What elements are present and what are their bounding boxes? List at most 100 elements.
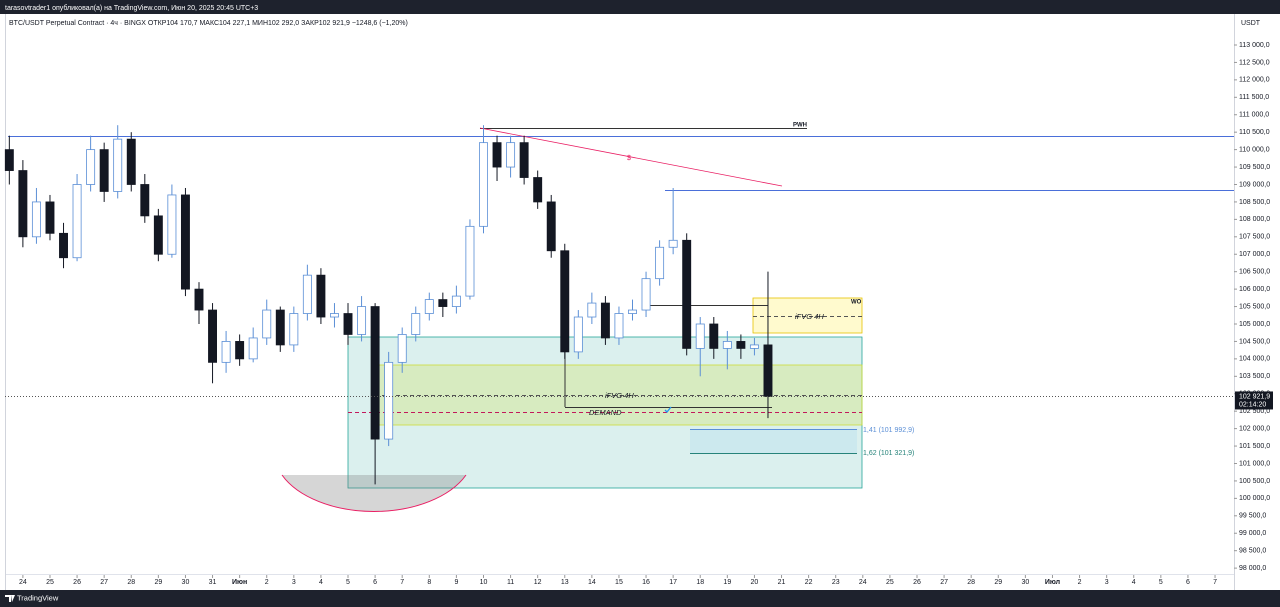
candle-body <box>289 313 299 346</box>
x-tick-label: 29 <box>154 579 162 586</box>
candle-body <box>31 201 41 238</box>
y-tick-label: 107 000,0 <box>1239 251 1270 258</box>
candle-body <box>600 302 610 339</box>
x-tick-label: 26 <box>913 579 921 586</box>
x-tick-label: 2 <box>265 579 269 586</box>
x-tick-label: 17 <box>669 579 677 586</box>
x-tick-label: 24 <box>859 579 867 586</box>
x-tick-label: 25 <box>46 579 54 586</box>
fib-label: 1,62 (101 321,9) <box>863 450 914 457</box>
arc-line <box>281 474 467 512</box>
candle-body <box>519 142 529 178</box>
candle-body <box>86 149 96 185</box>
fib-zone <box>690 429 857 453</box>
y-tick-label: 102 000,0 <box>1239 425 1270 432</box>
last-price-label: 102 921,9 <box>1239 393 1270 400</box>
candle-body <box>4 149 14 171</box>
candle-body <box>180 194 190 290</box>
brand: TradingView <box>17 593 59 602</box>
candle-body <box>722 341 732 349</box>
x-tick-label: 9 <box>454 579 458 586</box>
y-tick-label: 101 000,0 <box>1239 460 1270 467</box>
candle-body <box>763 344 773 397</box>
candle-body <box>411 313 421 335</box>
x-tick-label: 2 <box>1078 579 1082 586</box>
fib-label: 1,41 (101 992,9) <box>863 427 914 434</box>
x-tick-label: 8 <box>427 579 431 586</box>
x-tick-label: 30 <box>1021 579 1029 586</box>
top-bar <box>0 0 1280 14</box>
candle-body <box>316 274 326 318</box>
x-tick-label: 29 <box>994 579 1002 586</box>
ifvg-label: iFVG 4H <box>605 391 634 400</box>
candle-body <box>235 341 245 360</box>
x-tick-label: 7 <box>1213 579 1217 586</box>
x-tick-label: Июн <box>232 579 247 586</box>
candle-body <box>533 177 543 203</box>
candle-body <box>560 250 570 353</box>
y-tick-label: 106 000,0 <box>1239 286 1270 293</box>
y-tick-label: 113 000,0 <box>1239 42 1270 49</box>
candle-body <box>641 278 651 311</box>
y-tick-label: 108 500,0 <box>1239 199 1270 206</box>
x-tick-label: 16 <box>642 579 650 586</box>
candle-body <box>695 323 705 349</box>
y-tick-label: 105 000,0 <box>1239 321 1270 328</box>
y-tick-label: 104 500,0 <box>1239 338 1270 345</box>
x-tick-label: 4 <box>319 579 323 586</box>
candle-body <box>749 344 759 349</box>
candle-body <box>45 201 55 234</box>
dollar-label: $ <box>627 155 631 162</box>
candle-body <box>736 341 746 349</box>
candle-body <box>126 138 136 185</box>
candle-body <box>628 309 637 314</box>
x-tick-label: 5 <box>1159 579 1163 586</box>
x-tick-label: 26 <box>73 579 81 586</box>
candle-body <box>668 239 678 248</box>
x-tick-label: 13 <box>561 579 569 586</box>
x-tick-label: 27 <box>100 579 108 586</box>
symbol-legend: BTC/USDT Perpetual Contract · 4ч · BINGX… <box>9 20 408 27</box>
candle-body <box>438 299 448 307</box>
candle-body <box>614 313 624 339</box>
x-tick-label: 11 <box>507 579 514 586</box>
candle-body <box>384 361 394 440</box>
candle-body <box>330 313 339 318</box>
x-tick-label: 7 <box>400 579 404 586</box>
x-tick-label: Июл <box>1045 579 1060 586</box>
y-tick-label: 106 500,0 <box>1239 269 1270 276</box>
brand-logo <box>5 595 15 602</box>
arc-zone <box>282 475 466 512</box>
x-tick-label: 28 <box>967 579 975 586</box>
candle-body <box>709 323 719 349</box>
y-tick-label: 109 000,0 <box>1239 181 1270 188</box>
x-tick-label: 19 <box>723 579 731 586</box>
candle-body <box>167 194 177 255</box>
candle-body <box>655 246 665 280</box>
x-tick-label: 6 <box>1186 579 1190 586</box>
publisher: tarasovtrader1 опубликовал(а) на Trading… <box>5 4 258 12</box>
candle-body <box>221 341 231 363</box>
candle-body <box>343 313 353 335</box>
y-tick-label: 105 500,0 <box>1239 303 1270 310</box>
y-tick-label: 110 000,0 <box>1239 146 1270 153</box>
candle-body <box>262 309 272 339</box>
y-tick-label: 111 500,0 <box>1239 94 1269 101</box>
candle-body <box>682 239 692 349</box>
countdown: 02:14:20 <box>1239 401 1266 408</box>
x-tick-label: 27 <box>940 579 948 586</box>
x-tick-label: 3 <box>292 579 296 586</box>
x-tick-label: 25 <box>886 579 894 586</box>
y-tick-label: 100 500,0 <box>1239 478 1270 485</box>
x-tick-label: 20 <box>751 579 759 586</box>
candle-body <box>357 306 367 335</box>
x-tick-label: 30 <box>182 579 190 586</box>
check-icon <box>664 406 672 413</box>
y-tick-label: 112 000,0 <box>1239 77 1270 84</box>
x-tick-label: 14 <box>588 579 596 586</box>
y-tick-label: 103 500,0 <box>1239 373 1270 380</box>
trend-line <box>479 127 783 187</box>
candle-body <box>140 184 150 217</box>
